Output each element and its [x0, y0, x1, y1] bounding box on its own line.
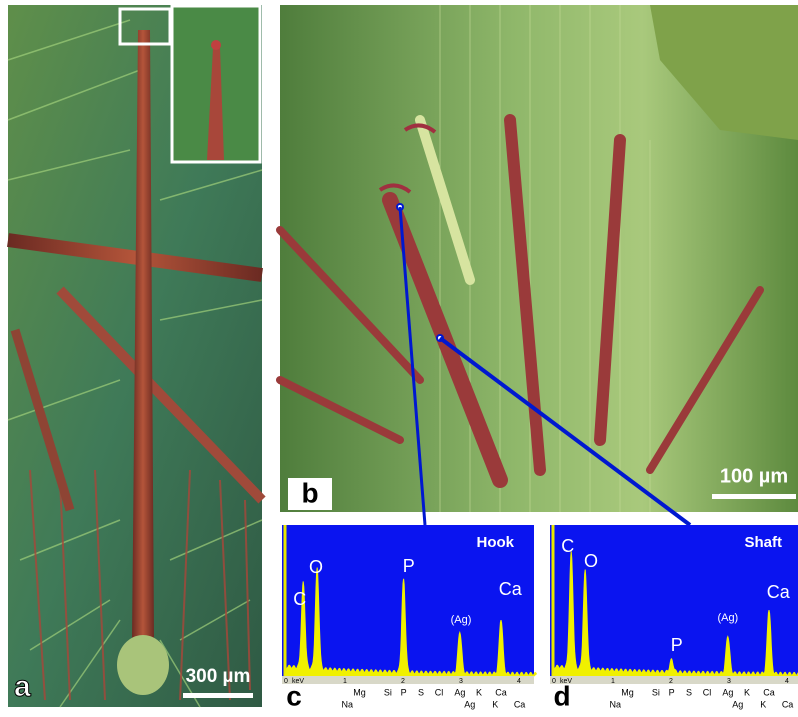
axis-tick-label: 2: [401, 678, 405, 685]
axis-tick-label: 2: [669, 678, 673, 685]
element-label: Ag: [454, 687, 465, 697]
spectrum-title: Hook: [477, 534, 515, 551]
element-label: K: [476, 687, 482, 697]
element-label: Si: [384, 687, 392, 697]
element-label: P: [669, 687, 675, 697]
axis-tick-label: 3: [727, 678, 731, 685]
element-label: P: [401, 687, 407, 697]
scale-bar: [712, 494, 796, 499]
element-label: Mg: [621, 687, 634, 697]
element-label: Ca: [514, 699, 526, 709]
peak-label: (Ag): [717, 612, 738, 624]
element-label: S: [418, 687, 424, 697]
panel-a: a 300 µm: [8, 5, 262, 707]
peak-label: Ca: [499, 579, 523, 599]
element-label: Ag: [732, 699, 743, 709]
panel-label: a: [14, 670, 31, 703]
spectrum-title: Shaft: [745, 534, 783, 551]
element-label: Ca: [495, 687, 507, 697]
element-label: Mg: [353, 687, 366, 697]
axis-tick-label: 3: [459, 678, 463, 685]
peak-label: P: [671, 635, 683, 655]
axis-tick-label: 4: [517, 678, 521, 685]
element-label: Ag: [464, 699, 475, 709]
element-label: Na: [342, 699, 354, 709]
figure: a 300 µm b 100 µm HookCOP(Ag)Ca0keV: [0, 0, 798, 712]
peak-label: C: [293, 589, 306, 609]
element-label: K: [744, 687, 750, 697]
scale-bar-label: 300 µm: [186, 666, 251, 687]
peak-label: O: [309, 557, 323, 577]
panel-b: b 100 µm: [280, 5, 798, 525]
peak-label: P: [403, 556, 415, 576]
element-label: K: [760, 699, 766, 709]
axis-tick-label: 1: [611, 678, 615, 685]
axis-tick-label: 4: [785, 678, 789, 685]
element-label: Cl: [703, 687, 712, 697]
element-label: Na: [610, 699, 622, 709]
inset-tip: [211, 40, 221, 50]
element-label: Cl: [435, 687, 444, 697]
element-label: Ag: [722, 687, 733, 697]
element-label: S: [686, 687, 692, 697]
panel-label: d: [553, 680, 570, 711]
panel-label: b: [301, 477, 318, 508]
axis-strip: [550, 676, 798, 684]
peak-label: O: [584, 551, 598, 571]
scale-bar-label: 100 µm: [720, 465, 788, 487]
spine-base: [117, 635, 169, 695]
panel-label: c: [286, 680, 302, 711]
element-label: Ca: [763, 687, 775, 697]
element-label: K: [492, 699, 498, 709]
peak-label: (Ag): [451, 614, 472, 626]
axis-strip: [282, 676, 534, 684]
element-label: Ca: [782, 699, 794, 709]
axis-tick-label: 1: [343, 678, 347, 685]
scale-bar: [183, 693, 253, 698]
peak-label: C: [561, 536, 574, 556]
element-label: Si: [652, 687, 660, 697]
peak-label: Ca: [767, 582, 791, 602]
